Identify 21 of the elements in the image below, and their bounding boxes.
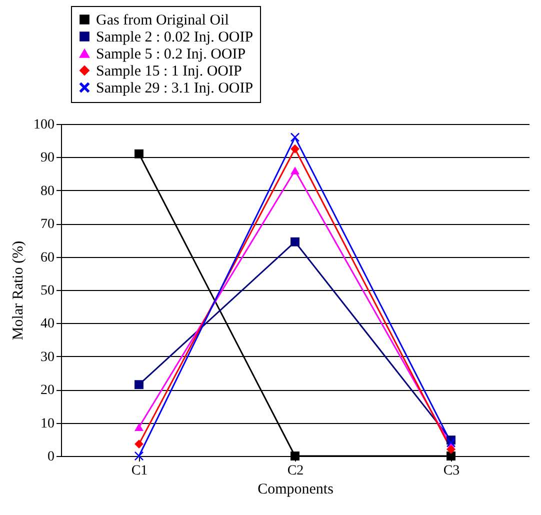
x-tick-label: C3 (443, 464, 460, 478)
legend-label: Sample 15 : 1 Inj. OOIP (96, 64, 242, 80)
x-tick-label: C2 (287, 464, 304, 478)
legend-label: Sample 5 : 0.2 Inj. OOIP (96, 46, 246, 62)
y-tick-label: 50 (40, 284, 54, 298)
y-tick-label: 40 (40, 316, 54, 332)
legend-label: Sample 29 : 3.1 Inj. OOIP (96, 80, 254, 96)
y-tick-label: 80 (40, 184, 54, 199)
y-tick-label: 60 (40, 250, 54, 266)
x-tick-label: C1 (131, 464, 148, 478)
y-tick-label: 100 (34, 118, 54, 132)
y-tick-label: 20 (40, 383, 54, 398)
y-tick-label: 0 (48, 450, 54, 464)
x-axis-title: Components (258, 482, 334, 498)
y-tick-label: 10 (40, 416, 54, 432)
y-axis-title: Molar Ratio (%) (10, 240, 26, 340)
y-tick-label: 90 (40, 150, 54, 166)
y-tick-label: 70 (40, 217, 54, 232)
legend-label: Sample 2 : 0.02 Inj. OOIP (96, 30, 254, 46)
legend-label: Gas from Original Oil (96, 12, 229, 28)
y-tick-label: 30 (40, 350, 54, 365)
